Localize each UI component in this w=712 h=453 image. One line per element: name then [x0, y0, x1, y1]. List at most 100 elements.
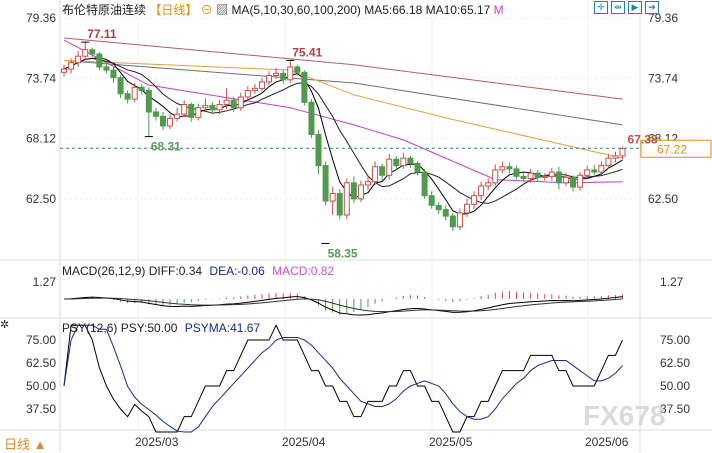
candle-up [82, 49, 89, 57]
candle-up [365, 181, 372, 186]
chart-toolbar: ✛ ⇹ ▶ ➔ [594, 1, 659, 14]
candle-down [294, 66, 301, 73]
candle-up [61, 68, 67, 73]
zoom-range-icon[interactable]: ⇹ [611, 1, 625, 14]
candle-up [273, 72, 280, 77]
candle-down [513, 168, 520, 177]
play-icon[interactable]: ▶ [628, 1, 642, 14]
candle-down [138, 86, 145, 92]
candle-down [421, 171, 428, 197]
last-high-annotation: 67.38 [628, 133, 658, 147]
candle-up [216, 103, 223, 111]
candle-up [541, 175, 548, 178]
candle-down [407, 157, 414, 164]
psy-tick-right: 37.50 [660, 402, 690, 416]
candle-down [534, 172, 541, 178]
price-tick-right: 73.74 [648, 71, 678, 85]
candle-down [506, 166, 513, 170]
candle-down [230, 99, 237, 109]
psy-tick-left: 50.00 [26, 379, 56, 393]
candle-down [591, 169, 598, 173]
candle-down [555, 171, 562, 184]
current-price-label: 67.22 [657, 142, 687, 156]
high-annotation: 75.41 [292, 45, 322, 59]
candle-up [598, 165, 605, 173]
macd-tick-left: 1.27 [33, 275, 57, 289]
candle-up [174, 113, 181, 119]
instrument-title: 布伦特原油连续 [62, 3, 147, 17]
ma-chart-icon: ▨ [216, 3, 229, 17]
exit-icon[interactable]: ➔ [645, 1, 659, 14]
candle-down [520, 175, 527, 180]
price-tick-left: 73.74 [26, 71, 56, 85]
ma10-value: MA10:65.17 [425, 3, 491, 17]
candle-up [400, 157, 407, 167]
candle-down [103, 66, 110, 71]
crosshair-icon[interactable]: ✛ [594, 1, 608, 14]
candle-up [527, 172, 534, 180]
psy-tick-left: 62.50 [26, 356, 56, 370]
candle-down [442, 209, 449, 217]
candle-up [471, 195, 478, 205]
ma60-line [63, 59, 623, 159]
candle-down [315, 134, 322, 167]
low-annotation: 58.35 [328, 246, 358, 260]
date-tick: 2025/03 [135, 435, 179, 449]
crosshair-small-icon: ✲ [0, 319, 10, 331]
candle-up [167, 117, 174, 127]
ma200-line [63, 37, 623, 100]
psy-line [63, 324, 623, 433]
candle-up [605, 157, 612, 167]
psy-tick-right: 62.50 [660, 356, 690, 370]
psy-header: PSY(12,6) PSY:50.00 PSYMA:41.67 [62, 321, 260, 335]
period-tab[interactable]: 日线 ▲ [4, 437, 47, 452]
candle-up [75, 55, 82, 64]
candle-up [251, 87, 258, 92]
settings-icon[interactable]: ⊖ [200, 3, 213, 17]
candle-up [223, 99, 230, 105]
psyma-line [63, 324, 623, 433]
candle-up [244, 90, 251, 98]
candle-down [188, 103, 195, 118]
candle-up [478, 185, 485, 197]
candle-up [386, 158, 393, 176]
price-tick-left: 62.50 [26, 192, 56, 206]
current-price-box [640, 139, 712, 158]
ma30-line [63, 39, 623, 184]
candle-up [548, 171, 555, 177]
macd-diff-line [63, 296, 623, 316]
candle-up [562, 176, 569, 184]
candle-down [570, 176, 577, 188]
high-annotation: 77.11 [87, 27, 117, 41]
candle-up [584, 169, 591, 176]
candle-down [145, 90, 152, 113]
candle-up [492, 169, 499, 184]
candle-up [463, 203, 470, 214]
period-selector[interactable]: 【日线】 [149, 3, 198, 17]
candle-down [301, 71, 308, 103]
candle-up [68, 62, 75, 70]
ma10-line [63, 57, 623, 205]
candle-up [181, 103, 188, 115]
watermark: FX678 [583, 400, 666, 431]
macd-header: MACD(26,12,9) DIFF:0.34 DEA:-0.06 MACD:0… [62, 264, 334, 278]
price-tick-right: 62.50 [648, 192, 678, 206]
price-tick-left: 68.12 [26, 132, 56, 146]
candle-down [280, 72, 287, 81]
psy-label: PSY(12,6) [62, 321, 118, 335]
candle-down [124, 93, 131, 100]
candle-down [414, 162, 421, 173]
macd-tick-right: 1.27 [660, 275, 684, 289]
candle-down [428, 195, 435, 206]
psy-value: PSY:50.00 [120, 321, 178, 335]
candle-down [322, 165, 329, 202]
candle-down [350, 182, 357, 200]
candle-down [209, 105, 216, 111]
psy-tick-left: 75.00 [26, 333, 56, 347]
candle-down [308, 101, 315, 136]
low-annotation: 68.31 [151, 140, 181, 154]
ma-label: MA(5,10,30,60,100,200) [231, 3, 361, 17]
candle-down [110, 69, 117, 79]
candle-up [372, 166, 379, 183]
